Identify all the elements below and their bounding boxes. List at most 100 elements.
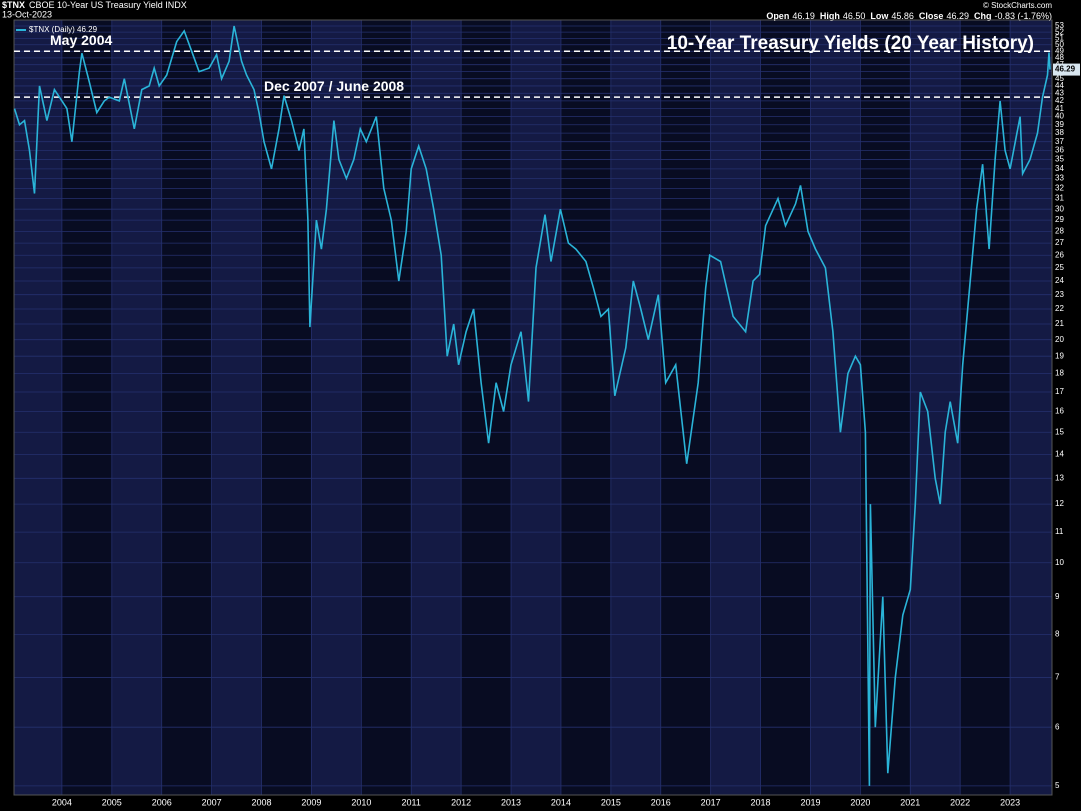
quote-value: 46.19 (792, 11, 815, 21)
x-tick-label: 2012 (451, 797, 471, 807)
y-tick-label: 15 (1055, 427, 1064, 436)
year-band (710, 20, 761, 795)
y-tick-label: 33 (1055, 174, 1064, 183)
x-tick-label: 2015 (601, 797, 621, 807)
y-tick-label: 10 (1055, 558, 1064, 567)
year-band (361, 20, 412, 795)
y-tick-label: 23 (1055, 290, 1064, 299)
y-tick-label: 53 (1055, 21, 1064, 30)
plot-area (14, 20, 1052, 795)
x-tick-label: 2020 (850, 797, 870, 807)
x-tick-label: 2019 (800, 797, 820, 807)
y-tick-label: 49 (1055, 46, 1064, 55)
x-tick-label: 2007 (202, 797, 222, 807)
y-tick-label: 42 (1055, 96, 1064, 105)
year-band (610, 20, 661, 795)
y-tick-label: 18 (1055, 369, 1064, 378)
y-tick-label: 40 (1055, 112, 1064, 121)
y-tick-label: 39 (1055, 120, 1064, 129)
y-tick-label: 5 (1055, 781, 1060, 790)
x-tick-label: 2006 (152, 797, 172, 807)
source: © StockCharts.com (983, 1, 1052, 10)
x-tick-label: 2005 (102, 797, 122, 807)
y-tick-label: 8 (1055, 630, 1060, 639)
year-band (61, 20, 112, 795)
y-tick-label: 24 (1055, 276, 1064, 285)
x-tick-label: 2009 (301, 797, 321, 807)
y-tick-label: 37 (1055, 137, 1064, 146)
y-tick-label: 48 (1055, 53, 1064, 62)
x-tick-label: 2022 (950, 797, 970, 807)
chart-title: CBOE 10-Year US Treasury Yield INDX (29, 0, 187, 10)
y-tick-label: 52 (1055, 27, 1064, 36)
reference-label: May 2004 (50, 32, 112, 48)
price-tag-label: 46.29 (1055, 65, 1076, 74)
y-tick-label: 50 (1055, 40, 1064, 49)
x-tick-label: 2011 (402, 797, 421, 807)
year-band (810, 20, 861, 795)
year-band (660, 20, 711, 795)
y-tick-label: 41 (1055, 104, 1064, 113)
quote-label: Low (870, 11, 889, 21)
year-band (261, 20, 312, 795)
x-tick-label: 2017 (701, 797, 721, 807)
y-tick-label: 21 (1055, 319, 1064, 328)
year-band (211, 20, 262, 795)
year-band (411, 20, 462, 795)
x-tick-label: 2016 (651, 797, 671, 807)
y-tick-label: 7 (1055, 673, 1060, 682)
y-tick-label: 6 (1055, 722, 1060, 731)
y-tick-label: 9 (1055, 592, 1060, 601)
year-band (161, 20, 212, 795)
date: 13-Oct-2023 (2, 9, 52, 19)
y-tick-label: 44 (1055, 81, 1064, 90)
series-line (13, 25, 1051, 786)
y-tick-label: 26 (1055, 250, 1064, 259)
year-band (311, 20, 362, 795)
x-tick-label: 2004 (52, 797, 72, 807)
y-tick-label: 43 (1055, 88, 1064, 97)
year-band (1010, 20, 1052, 795)
plot-border (13, 19, 1053, 796)
y-tick-label: 31 (1055, 194, 1064, 203)
y-tick-label: 19 (1055, 351, 1064, 360)
header: $TNX CBOE 10-Year US Treasury Yield INDX (2, 0, 187, 10)
x-tick-label: 2008 (252, 797, 272, 807)
y-tick-label: 25 (1055, 263, 1064, 272)
quote-value: -0.83 (-1.76%) (994, 11, 1052, 21)
quote-label: Close (919, 11, 944, 21)
y-tick-label: 11 (1055, 527, 1064, 536)
y-tick-label: 28 (1055, 226, 1064, 235)
annotation-title: 10-Year Treasury Yields (20 Year History… (667, 33, 1034, 54)
y-tick-label: 29 (1055, 215, 1064, 224)
year-band (14, 20, 62, 795)
y-tick-label: 22 (1055, 304, 1064, 313)
x-tick-label: 2021 (900, 797, 920, 807)
y-tick-label: 35 (1055, 155, 1064, 164)
y-tick-label: 45 (1055, 74, 1064, 83)
year-band (111, 20, 162, 795)
y-tick-label: 30 (1055, 204, 1064, 213)
quote: Open 46.19 High 46.50 Low 45.86 Close 46.29 Chg -… (766, 11, 1052, 21)
year-band (760, 20, 811, 795)
x-tick-label: 2023 (1000, 797, 1020, 807)
x-tick-label: 2010 (351, 797, 371, 807)
quote-label: Chg (974, 11, 992, 21)
y-tick-label: 13 (1055, 473, 1064, 482)
y-tick-label: 20 (1055, 335, 1064, 344)
price-tag (1053, 63, 1080, 76)
quote-value: 46.29 (946, 11, 969, 21)
y-tick-label: 14 (1055, 450, 1064, 459)
y-tick-label: 36 (1055, 146, 1064, 155)
quote-label: High (820, 11, 840, 21)
quote-value: 46.50 (843, 11, 866, 21)
y-tick-label: 27 (1055, 238, 1064, 247)
symbol: $TNX (2, 0, 25, 10)
x-tick-label: 2014 (551, 797, 571, 807)
year-band (960, 20, 1011, 795)
y-tick-label: 38 (1055, 128, 1064, 137)
y-tick-label: 34 (1055, 164, 1064, 173)
y-tick-label: 17 (1055, 387, 1064, 396)
